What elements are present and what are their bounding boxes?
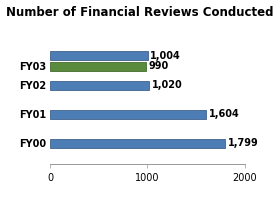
- Text: 1,604: 1,604: [208, 109, 239, 119]
- Bar: [50, 110, 206, 119]
- Bar: [50, 62, 146, 71]
- Text: 990: 990: [149, 61, 169, 71]
- Bar: [50, 81, 149, 90]
- Text: Number of Financial Reviews Conducted [OJP]: Number of Financial Reviews Conducted [O…: [6, 6, 278, 19]
- Text: 1,799: 1,799: [227, 138, 258, 148]
- Bar: [50, 139, 225, 148]
- Text: 1,020: 1,020: [152, 80, 182, 90]
- Bar: [50, 51, 148, 60]
- Text: 1,004: 1,004: [150, 51, 181, 61]
- Legend: Actual, Projected: Actual, Projected: [73, 206, 222, 210]
